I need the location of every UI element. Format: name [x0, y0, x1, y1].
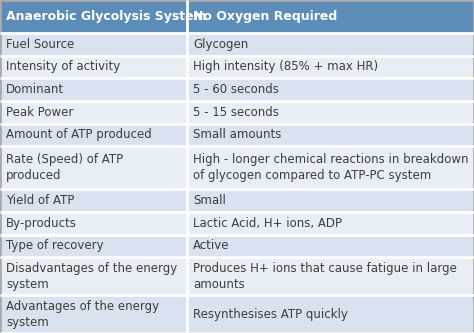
- Text: Anaerobic Glycolysis System: Anaerobic Glycolysis System: [6, 10, 207, 23]
- Bar: [0, 56, 187, 78]
- Text: Dominant: Dominant: [6, 83, 64, 96]
- Text: No Oxygen Required: No Oxygen Required: [193, 10, 337, 23]
- Bar: [187, 33, 474, 56]
- Text: Small: Small: [193, 194, 226, 207]
- Text: By-products: By-products: [6, 217, 77, 230]
- Bar: [0, 295, 187, 333]
- Bar: [0, 146, 187, 189]
- Bar: [187, 0, 474, 33]
- Text: Resynthesises ATP quickly: Resynthesises ATP quickly: [193, 308, 348, 321]
- Bar: [0, 212, 187, 235]
- Bar: [187, 146, 474, 189]
- Bar: [187, 56, 474, 78]
- Bar: [187, 295, 474, 333]
- Text: Advantages of the energy
system: Advantages of the energy system: [6, 300, 159, 329]
- Text: Fuel Source: Fuel Source: [6, 38, 74, 51]
- Bar: [187, 78, 474, 101]
- Bar: [187, 257, 474, 295]
- Bar: [187, 235, 474, 257]
- Bar: [0, 124, 187, 146]
- Text: Produces H+ ions that cause fatigue in large
amounts: Produces H+ ions that cause fatigue in l…: [193, 262, 457, 291]
- Bar: [187, 189, 474, 212]
- Text: 5 - 60 seconds: 5 - 60 seconds: [193, 83, 279, 96]
- Text: High intensity (85% + max HR): High intensity (85% + max HR): [193, 60, 378, 73]
- Text: 5 - 15 seconds: 5 - 15 seconds: [193, 106, 279, 119]
- Text: Peak Power: Peak Power: [6, 106, 73, 119]
- Text: High - longer chemical reactions in breakdown
of glycogen compared to ATP-PC sys: High - longer chemical reactions in brea…: [193, 153, 469, 182]
- Text: Rate (Speed) of ATP
produced: Rate (Speed) of ATP produced: [6, 153, 123, 182]
- Text: Glycogen: Glycogen: [193, 38, 248, 51]
- Bar: [0, 101, 187, 124]
- Text: Yield of ATP: Yield of ATP: [6, 194, 74, 207]
- Bar: [187, 124, 474, 146]
- Bar: [187, 212, 474, 235]
- Bar: [0, 235, 187, 257]
- Text: Lactic Acid, H+ ions, ADP: Lactic Acid, H+ ions, ADP: [193, 217, 342, 230]
- Bar: [187, 101, 474, 124]
- Text: Amount of ATP produced: Amount of ATP produced: [6, 129, 152, 142]
- Text: Type of recovery: Type of recovery: [6, 239, 104, 252]
- Bar: [0, 257, 187, 295]
- Bar: [0, 0, 187, 33]
- Text: Small amounts: Small amounts: [193, 129, 282, 142]
- Text: Active: Active: [193, 239, 230, 252]
- Bar: [0, 33, 187, 56]
- Bar: [0, 78, 187, 101]
- Text: Disadvantages of the energy
system: Disadvantages of the energy system: [6, 262, 177, 291]
- Bar: [0, 189, 187, 212]
- Text: Intensity of activity: Intensity of activity: [6, 60, 120, 73]
